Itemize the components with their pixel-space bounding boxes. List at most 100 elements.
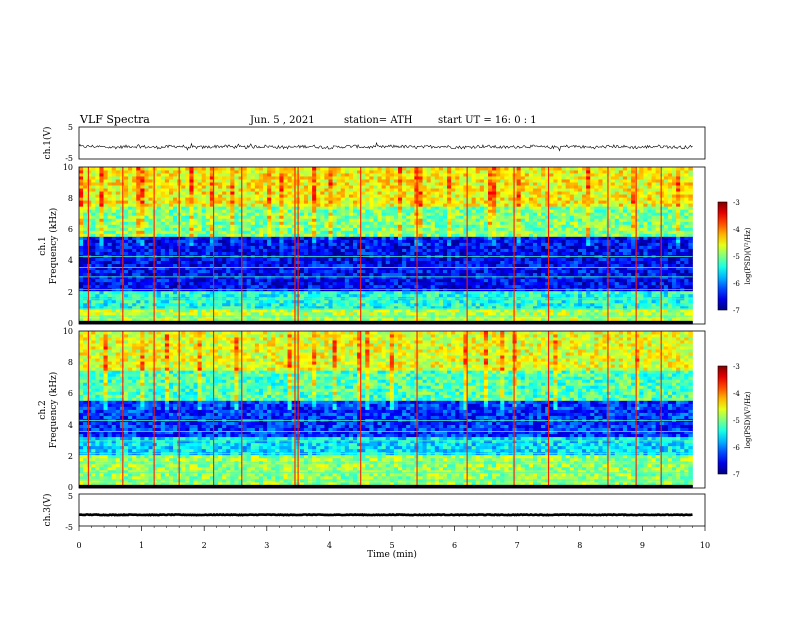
spectrogram-cell (287, 293, 293, 298)
spectrogram-cell (115, 212, 121, 216)
spectrogram-cell (173, 212, 178, 216)
spectrogram-cell (430, 272, 436, 277)
spectrogram-cell (205, 251, 211, 255)
spectrogram-cell (381, 206, 387, 210)
spectrogram-cell (201, 188, 207, 192)
spectrogram-cell (185, 269, 190, 274)
spectrogram-cell (267, 314, 272, 319)
spectrogram-cell (242, 185, 248, 189)
spectrogram-cell (205, 188, 211, 192)
spectrogram-cell (336, 281, 342, 286)
spectrogram-cell (459, 188, 464, 192)
spectrogram-cell (443, 227, 448, 231)
spectrogram-cell (320, 194, 325, 198)
spectrogram-cell (279, 206, 284, 210)
spectrogram-cell (79, 266, 84, 271)
spectrogram-cell (463, 209, 468, 213)
spectrogram-cell (299, 302, 305, 307)
spectrogram-cell (148, 290, 154, 295)
spectrogram-cell (205, 221, 211, 225)
spectrogram-cell (168, 173, 174, 177)
spectrogram-cell (254, 224, 260, 228)
spectrogram-cell (115, 302, 121, 307)
spectrogram-cell (299, 248, 305, 252)
spectrogram-cell (377, 212, 383, 216)
spectrogram-cell (279, 269, 284, 274)
spectrogram-cell (357, 251, 362, 255)
spectrogram-cell (119, 218, 125, 222)
spectrogram-cell (181, 182, 186, 186)
spectrogram-cell (160, 257, 166, 261)
spectrogram-cell (107, 299, 113, 304)
spectrogram-cell (107, 311, 113, 316)
spectrogram-cell (398, 209, 403, 213)
spectrogram-cell (103, 311, 109, 316)
spectrogram-cell (83, 212, 88, 216)
spectrogram-cell (246, 167, 252, 171)
spectrogram-cell (103, 167, 109, 171)
spectrogram-cell (467, 314, 473, 319)
spectrogram-cell (320, 275, 325, 280)
spectrogram-cell (115, 299, 121, 304)
spectrogram-cell (91, 257, 96, 261)
spectrogram-cell (324, 236, 329, 240)
spectrogram-cell (115, 263, 121, 268)
spectrogram-cell (373, 272, 378, 277)
spectrogram-cell (447, 260, 452, 265)
spectrogram-cell (218, 170, 223, 174)
spectrogram-cell (336, 317, 342, 322)
spectrogram-cell (164, 227, 170, 231)
spectrogram-cell (152, 266, 158, 271)
spectrogram-cell (299, 284, 305, 289)
spectrogram-cell (443, 230, 448, 234)
spectrogram-cell (218, 293, 223, 298)
spectrogram-cell (426, 260, 432, 265)
spectrogram-cell (242, 263, 248, 268)
spectrogram-cell (275, 200, 280, 204)
spectrogram-cell (316, 266, 321, 271)
spectrogram-cell (230, 170, 235, 174)
spectrogram-cell (402, 272, 407, 277)
spectrogram-cell (377, 293, 383, 298)
spectrogram-cell (369, 185, 374, 189)
spectrogram-cell (238, 314, 243, 319)
spectrogram-cell (373, 212, 378, 216)
spectrogram-cell (275, 203, 280, 207)
spectrogram-cell (308, 263, 313, 268)
spectrogram-cell (181, 233, 186, 237)
spectrogram-cell (197, 224, 203, 228)
spectrogram-cell (238, 251, 243, 255)
spectrogram-cell (271, 188, 276, 192)
spectrogram-cell (222, 281, 227, 286)
spectrogram-cell (140, 188, 145, 192)
spectrogram-cell (222, 230, 227, 234)
spectrogram-cell (365, 182, 370, 186)
spectrogram-cell (242, 215, 248, 219)
spectrogram-cell (209, 188, 215, 192)
spectrogram-cell (283, 215, 288, 219)
spectrogram-cell (267, 293, 272, 298)
spectrogram-cell (455, 266, 460, 271)
spectrogram-cell (209, 230, 215, 234)
spectrogram-cell (389, 284, 395, 289)
spectrogram-cell (193, 236, 199, 240)
spectrogram-cell (271, 299, 276, 304)
spectrogram-cell (373, 266, 378, 271)
spectrogram-cell (246, 242, 252, 246)
spectrogram-cell (316, 308, 321, 313)
spectrogram-cell (148, 185, 154, 189)
spectrogram-cell (230, 215, 235, 219)
spectrogram-cell (398, 215, 403, 219)
spectrogram-cell (164, 203, 170, 207)
spectrogram-cell (320, 302, 325, 307)
spectrogram-cell (258, 179, 264, 183)
spectrogram-cell (447, 305, 452, 310)
spectrogram-cell (197, 242, 203, 246)
spectrogram-cell (365, 281, 370, 286)
spectrogram-cell (79, 167, 84, 171)
spectrogram-cell (197, 233, 203, 237)
spectrogram-cell (79, 248, 84, 252)
spectrogram-cell (328, 260, 333, 265)
spectrogram-cell (115, 311, 121, 316)
spectrogram-cell (434, 311, 440, 316)
